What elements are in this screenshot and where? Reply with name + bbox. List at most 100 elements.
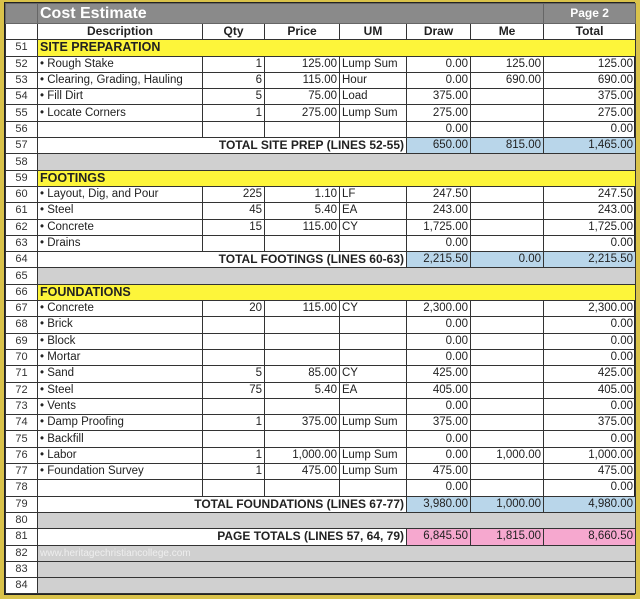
draw-cell[interactable]: 0.00 (406, 332, 471, 350)
description-cell[interactable]: • Rough Stake (37, 55, 203, 73)
um-cell[interactable] (339, 479, 407, 497)
draw-cell[interactable]: 0.00 (406, 234, 471, 253)
draw-cell[interactable]: 425.00 (406, 365, 471, 383)
qty-cell[interactable] (202, 120, 265, 139)
qty-cell[interactable]: 1 (202, 414, 265, 432)
description-cell[interactable]: • Fill Dirt (37, 88, 203, 106)
um-cell[interactable] (339, 348, 407, 367)
price-cell[interactable] (264, 332, 340, 350)
price-cell[interactable]: 275.00 (264, 104, 340, 122)
description-cell[interactable]: • Block (37, 332, 203, 350)
me-cell[interactable] (469, 430, 545, 448)
um-cell[interactable] (339, 316, 407, 334)
price-cell[interactable]: 85.00 (264, 365, 340, 383)
um-cell[interactable]: Lump Sum (339, 104, 407, 122)
me-cell[interactable]: 690.00 (469, 71, 545, 90)
draw-cell[interactable]: 0.00 (406, 430, 471, 448)
um-cell[interactable] (339, 120, 407, 139)
me-cell[interactable] (469, 185, 545, 204)
um-cell[interactable] (339, 397, 407, 416)
description-cell[interactable]: • Backfill (37, 430, 203, 448)
price-cell[interactable]: 1.10 (264, 185, 340, 204)
qty-cell[interactable]: 225 (202, 185, 265, 204)
me-cell[interactable]: 815.00 (469, 137, 545, 155)
total-cell[interactable]: 375.00 (543, 88, 637, 106)
draw-cell[interactable]: 405.00 (406, 381, 471, 399)
qty-cell[interactable]: 1 (202, 463, 265, 481)
price-cell[interactable]: 115.00 (264, 300, 340, 318)
description-cell[interactable] (37, 120, 203, 139)
price-cell[interactable] (264, 430, 340, 448)
draw-cell[interactable]: 0.00 (406, 120, 471, 139)
um-cell[interactable]: Load (339, 88, 407, 106)
me-cell[interactable] (469, 463, 545, 481)
total-cell[interactable]: 1,465.00 (543, 137, 637, 155)
description-cell[interactable]: • Steel (37, 381, 203, 399)
total-cell[interactable]: 0.00 (543, 479, 637, 497)
description-cell[interactable]: • Concrete (37, 300, 203, 318)
draw-cell[interactable]: 0.00 (406, 348, 471, 367)
qty-cell[interactable]: 1 (202, 104, 265, 122)
qty-cell[interactable] (202, 348, 265, 367)
description-cell[interactable]: • Clearing, Grading, Hauling (37, 71, 203, 90)
price-cell[interactable] (264, 234, 340, 253)
price-cell[interactable]: 75.00 (264, 88, 340, 106)
description-cell[interactable]: • Steel (37, 202, 203, 220)
total-cell[interactable]: 0.00 (543, 316, 637, 334)
draw-cell[interactable]: 0.00 (406, 397, 471, 416)
qty-cell[interactable] (202, 397, 265, 416)
draw-cell[interactable]: 0.00 (406, 55, 471, 73)
me-cell[interactable] (469, 202, 545, 220)
qty-cell[interactable] (202, 479, 265, 497)
me-cell[interactable] (469, 218, 545, 236)
total-cell[interactable]: 4,980.00 (543, 495, 637, 513)
description-cell[interactable]: • Drains (37, 234, 203, 253)
me-cell[interactable] (469, 348, 545, 367)
me-cell[interactable] (469, 381, 545, 399)
draw-cell[interactable]: 0.00 (406, 316, 471, 334)
total-cell[interactable]: 425.00 (543, 365, 637, 383)
total-cell[interactable]: 0.00 (543, 234, 637, 253)
total-cell[interactable]: 475.00 (543, 463, 637, 481)
qty-cell[interactable] (202, 332, 265, 350)
qty-cell[interactable]: 20 (202, 300, 265, 318)
price-cell[interactable] (264, 316, 340, 334)
me-cell[interactable] (469, 397, 545, 416)
qty-cell[interactable] (202, 430, 265, 448)
me-cell[interactable] (469, 120, 545, 139)
price-cell[interactable] (264, 397, 340, 416)
description-cell[interactable]: • Vents (37, 397, 203, 416)
qty-cell[interactable] (202, 234, 265, 253)
description-cell[interactable]: • Sand (37, 365, 203, 383)
me-cell[interactable] (469, 414, 545, 432)
description-cell[interactable]: • Layout, Dig, and Pour (37, 185, 203, 204)
um-cell[interactable]: Lump Sum (339, 55, 407, 73)
total-cell[interactable]: 8,660.50 (543, 528, 637, 546)
draw-cell[interactable]: 2,215.50 (406, 251, 471, 269)
description-cell[interactable]: • Brick (37, 316, 203, 334)
me-cell[interactable]: 0.00 (469, 251, 545, 269)
me-cell[interactable] (469, 88, 545, 106)
draw-cell[interactable]: 650.00 (406, 137, 471, 155)
total-cell[interactable]: 0.00 (543, 430, 637, 448)
total-cell[interactable]: 375.00 (543, 414, 637, 432)
price-cell[interactable] (264, 120, 340, 139)
price-cell[interactable] (264, 348, 340, 367)
qty-cell[interactable]: 5 (202, 88, 265, 106)
um-cell[interactable]: Hour (339, 71, 407, 90)
um-cell[interactable]: CY (339, 365, 407, 383)
um-cell[interactable]: CY (339, 218, 407, 236)
draw-cell[interactable]: 0.00 (406, 446, 471, 465)
draw-cell[interactable]: 275.00 (406, 104, 471, 122)
total-cell[interactable]: 1,725.00 (543, 218, 637, 236)
price-cell[interactable]: 5.40 (264, 202, 340, 220)
um-cell[interactable]: EA (339, 381, 407, 399)
draw-cell[interactable]: 475.00 (406, 463, 471, 481)
price-cell[interactable]: 115.00 (264, 71, 340, 90)
total-cell[interactable]: 125.00 (543, 55, 637, 73)
qty-cell[interactable]: 45 (202, 202, 265, 220)
me-cell[interactable] (469, 316, 545, 334)
me-cell[interactable]: 1,000.00 (469, 446, 545, 465)
draw-cell[interactable]: 247.50 (406, 185, 471, 204)
total-cell[interactable]: 2,300.00 (543, 300, 637, 318)
